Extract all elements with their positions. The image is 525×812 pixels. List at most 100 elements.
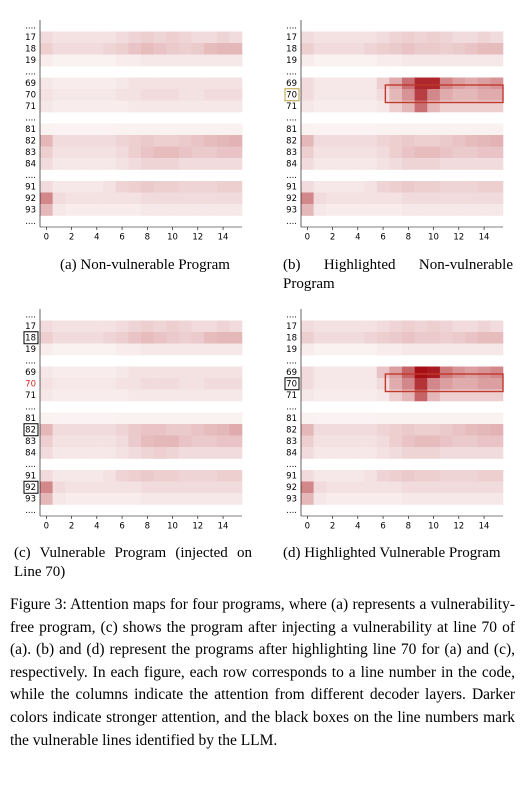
heat-cell (204, 481, 218, 494)
heat-cell (376, 31, 390, 44)
heat-cell (477, 123, 491, 136)
heat-cell (141, 470, 154, 482)
heat-cell (204, 204, 218, 216)
heat-cell (427, 77, 441, 90)
heat-cell (427, 447, 441, 459)
heat-cell (414, 31, 428, 44)
heat-cell (229, 31, 243, 44)
heat-cell (364, 332, 378, 344)
heat-cell (313, 77, 327, 90)
heat-cell (153, 412, 167, 425)
heat-cell (216, 146, 230, 159)
heat-cell (477, 435, 491, 448)
heat-cell (351, 424, 365, 436)
heat-cell (389, 366, 403, 379)
row-label: .... (25, 171, 36, 181)
heat-cell (326, 493, 340, 505)
heat-cell (313, 366, 327, 379)
heat-cell (103, 204, 117, 216)
highlight-box (384, 373, 504, 393)
x-tick-label: 14 (479, 233, 490, 243)
heat-cell (326, 447, 340, 459)
heat-cell (439, 366, 453, 379)
heat-cell (115, 424, 129, 436)
heat-cell (90, 100, 104, 113)
heat-cell (65, 43, 79, 55)
x-tick-label: 14 (479, 522, 490, 532)
heat-cell (301, 181, 314, 193)
heat-cell (338, 135, 352, 147)
heat-cell (338, 89, 352, 101)
heat-cell (65, 204, 79, 216)
heat-cell (414, 54, 428, 67)
heat-cell (166, 43, 180, 55)
heat-cell (40, 378, 53, 390)
heat-cell (402, 77, 415, 90)
heat-cell (326, 378, 340, 390)
heat-cell (77, 389, 91, 402)
row-label: .... (25, 356, 36, 366)
heat-cell (52, 204, 66, 216)
heat-cell (338, 43, 352, 55)
heat-cell (313, 447, 327, 459)
heat-cell (364, 470, 378, 482)
heat-cell (402, 435, 415, 448)
heat-cell (427, 204, 441, 216)
heat-cell (427, 470, 441, 482)
heat-cell (313, 343, 327, 356)
heat-cell (178, 43, 192, 55)
row-label: 17 (25, 33, 36, 43)
heat-cell (452, 493, 466, 505)
row-label: 81 (25, 414, 36, 424)
heat-cell (351, 100, 365, 113)
heat-cell (465, 447, 479, 459)
heat-cell (477, 320, 491, 333)
heat-cell (77, 447, 91, 459)
heat-cell (402, 100, 415, 113)
heat-cell (477, 204, 491, 216)
heat-cell (77, 343, 91, 356)
heat-cell (338, 424, 352, 436)
heat-cell (364, 481, 378, 494)
heat-cell (465, 192, 479, 205)
heat-cell (166, 123, 180, 136)
heat-cell (166, 100, 180, 113)
label-box (23, 423, 39, 437)
heat-cell (166, 470, 180, 482)
heat-cell (90, 192, 104, 205)
heat-cell (376, 43, 390, 55)
heat-cell (389, 77, 403, 90)
heat-cell (216, 389, 230, 402)
heat-cell (402, 424, 415, 436)
heat-cell (52, 89, 66, 101)
heat-cell (389, 43, 403, 55)
heat-cell (351, 54, 365, 67)
heat-cell (364, 204, 378, 216)
heat-cell (141, 100, 154, 113)
heat-cell (141, 435, 154, 448)
heat-cell (452, 470, 466, 482)
heat-cell (301, 366, 314, 379)
heat-cell (376, 389, 390, 402)
row-label: 93 (25, 205, 36, 215)
heat-cell (141, 43, 154, 55)
heat-cell (376, 204, 390, 216)
x-tick-label: 0 (44, 522, 49, 532)
heat-cell (191, 470, 205, 482)
heat-cell (414, 89, 428, 101)
heat-cell (115, 389, 129, 402)
heat-cell (153, 320, 167, 333)
heat-cell (490, 54, 504, 67)
heat-cell (364, 146, 378, 159)
heat-cell (364, 493, 378, 505)
heat-cell (178, 204, 192, 216)
heat-cell (490, 412, 504, 425)
heat-cell (477, 447, 491, 459)
heat-cell (402, 181, 415, 193)
heat-cell (477, 192, 491, 205)
heat-cell (65, 54, 79, 67)
heat-cell (326, 192, 340, 205)
heat-cell (465, 493, 479, 505)
row-label: 82 (25, 425, 36, 435)
x-tick-label: 0 (44, 233, 49, 243)
